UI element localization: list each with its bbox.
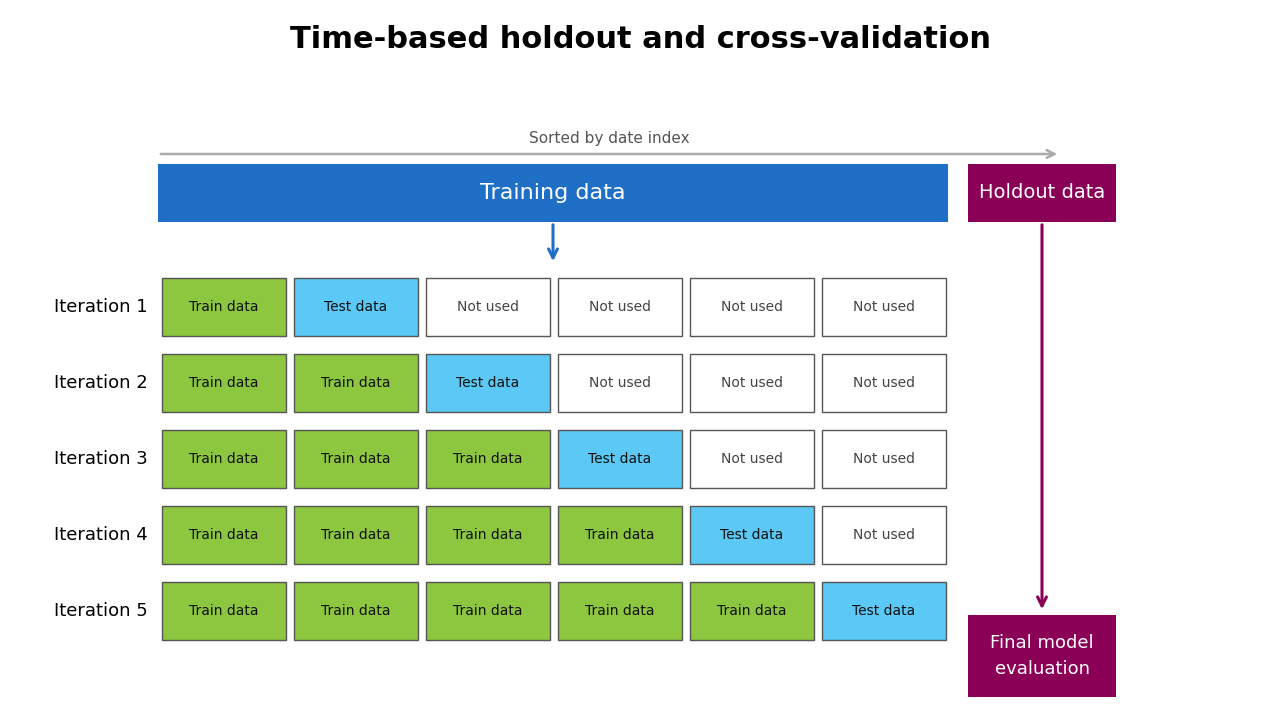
Bar <box>690 430 814 488</box>
Text: Train data: Train data <box>321 452 390 466</box>
Bar <box>968 164 1116 222</box>
Text: Train data: Train data <box>717 604 787 618</box>
Bar <box>822 278 946 336</box>
Text: Train data: Train data <box>453 528 522 542</box>
Text: Not used: Not used <box>589 376 652 390</box>
Text: Not used: Not used <box>457 300 518 314</box>
Text: Train data: Train data <box>189 452 259 466</box>
Bar <box>822 354 946 412</box>
Bar <box>968 615 1116 697</box>
Text: Sorted by date index: Sorted by date index <box>529 130 690 145</box>
Bar <box>426 354 550 412</box>
Bar <box>294 354 419 412</box>
Text: Training data: Training data <box>480 183 626 203</box>
Bar <box>426 582 550 640</box>
Text: Train data: Train data <box>585 528 655 542</box>
Text: Iteration 2: Iteration 2 <box>54 374 148 392</box>
Text: Train data: Train data <box>189 528 259 542</box>
Text: Not used: Not used <box>589 300 652 314</box>
Text: Train data: Train data <box>189 300 259 314</box>
Bar <box>163 430 285 488</box>
Text: Train data: Train data <box>321 604 390 618</box>
Bar <box>690 354 814 412</box>
Text: Test data: Test data <box>324 300 388 314</box>
Text: Test data: Test data <box>457 376 520 390</box>
Bar <box>426 278 550 336</box>
Bar <box>426 506 550 564</box>
Text: Not used: Not used <box>852 528 915 542</box>
Text: Final model
evaluation: Final model evaluation <box>991 634 1094 678</box>
Bar <box>558 506 682 564</box>
Text: Time-based holdout and cross-validation: Time-based holdout and cross-validation <box>289 26 991 55</box>
Text: Test data: Test data <box>589 452 652 466</box>
Text: Iteration 3: Iteration 3 <box>54 450 148 468</box>
Bar <box>690 278 814 336</box>
Text: Train data: Train data <box>189 376 259 390</box>
Bar <box>163 354 285 412</box>
Text: Test data: Test data <box>852 604 915 618</box>
Bar <box>294 506 419 564</box>
Bar <box>558 582 682 640</box>
Text: Not used: Not used <box>721 452 783 466</box>
Bar <box>163 278 285 336</box>
Bar <box>426 430 550 488</box>
Bar <box>558 430 682 488</box>
Text: Iteration 5: Iteration 5 <box>54 602 148 620</box>
Text: Iteration 1: Iteration 1 <box>54 298 148 316</box>
Bar <box>163 506 285 564</box>
Text: Train data: Train data <box>189 604 259 618</box>
Bar <box>690 506 814 564</box>
Bar <box>294 430 419 488</box>
Bar <box>558 354 682 412</box>
Text: Not used: Not used <box>852 452 915 466</box>
Bar <box>294 278 419 336</box>
Text: Not used: Not used <box>852 376 915 390</box>
Bar <box>822 506 946 564</box>
Text: Not used: Not used <box>721 376 783 390</box>
Text: Iteration 4: Iteration 4 <box>54 526 148 544</box>
Text: Not used: Not used <box>852 300 915 314</box>
Bar <box>157 164 948 222</box>
Bar <box>690 582 814 640</box>
Text: Test data: Test data <box>721 528 783 542</box>
Text: Not used: Not used <box>721 300 783 314</box>
Bar <box>558 278 682 336</box>
Bar <box>822 430 946 488</box>
Bar <box>163 582 285 640</box>
Text: Train data: Train data <box>453 604 522 618</box>
Bar <box>294 582 419 640</box>
Text: Train data: Train data <box>321 376 390 390</box>
Text: Train data: Train data <box>585 604 655 618</box>
Text: Train data: Train data <box>453 452 522 466</box>
Bar <box>822 582 946 640</box>
Text: Holdout data: Holdout data <box>979 184 1105 202</box>
Text: Train data: Train data <box>321 528 390 542</box>
